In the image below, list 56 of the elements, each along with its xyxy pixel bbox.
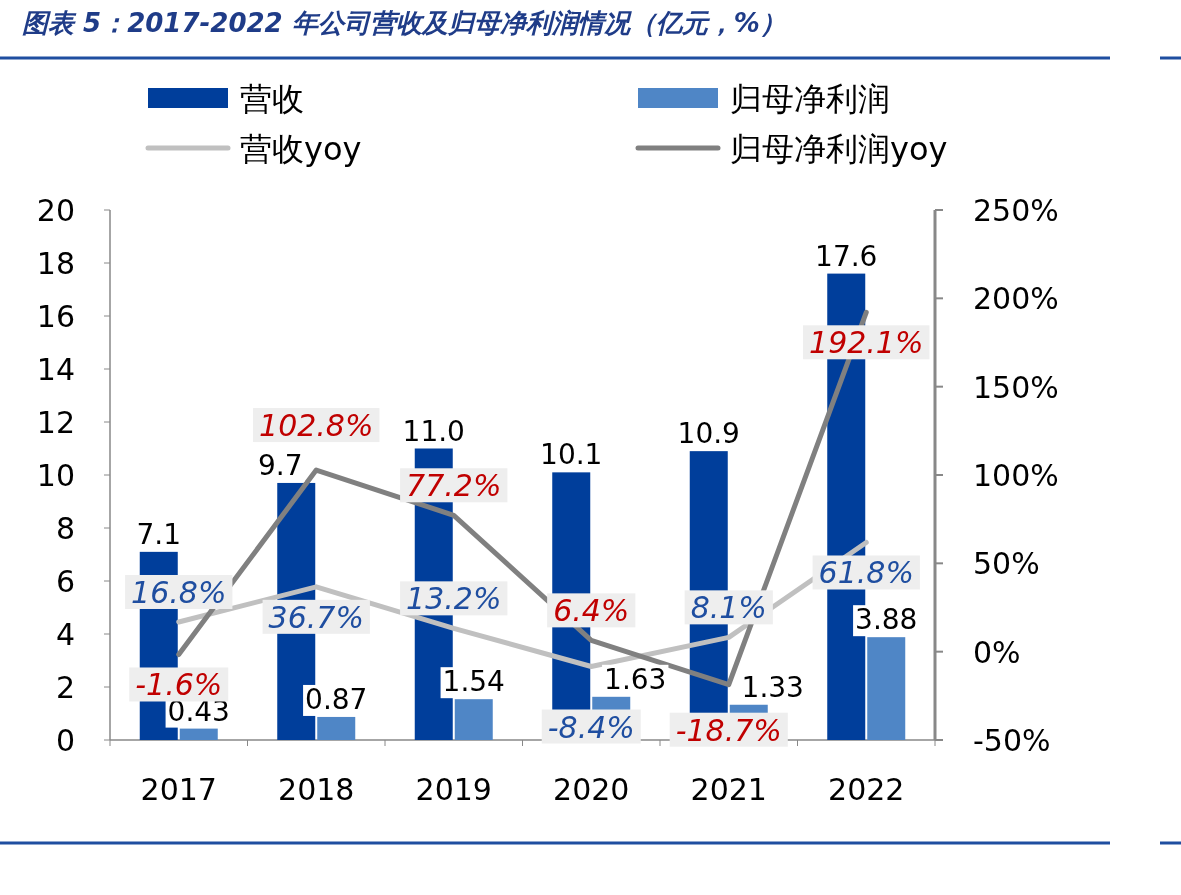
data-label: 1.54 <box>442 665 505 699</box>
y-tick-label: 12 <box>36 405 75 440</box>
y2-tick-label: 150% <box>973 369 1059 405</box>
x-tick-label: 2020 <box>553 772 630 807</box>
data-label: 7.1 <box>136 517 182 551</box>
y-tick-label: 20 <box>36 193 75 228</box>
data-label: 9.7 <box>257 448 303 482</box>
y2-tick-label: 250% <box>973 193 1059 228</box>
x-tick-label: 2019 <box>415 772 492 807</box>
y2-tick-label: 50% <box>973 546 1040 582</box>
y-tick-label: 4 <box>55 617 75 652</box>
chart-title: 图表 5：2017-2022 年公司营收及归母净利润情况（亿元，%） <box>22 8 786 38</box>
data-label: 6.4% <box>553 593 630 629</box>
data-label: 36.7% <box>268 599 364 635</box>
data-label: 77.2% <box>406 468 502 504</box>
data-label: 102.8% <box>259 408 374 444</box>
data-label: 11.0 <box>402 414 465 448</box>
data-label: 17.6 <box>815 239 878 273</box>
data-label: 16.8% <box>131 574 227 610</box>
data-label: 0.87 <box>305 682 368 716</box>
bar <box>179 728 218 740</box>
data-label: 61.8% <box>818 555 914 591</box>
legend-label: 营收yoy <box>240 130 362 168</box>
data-label: 10.1 <box>540 438 603 472</box>
bar <box>317 716 356 740</box>
legend-label: 归母净利润 <box>730 80 890 118</box>
data-label: -18.7% <box>675 712 782 748</box>
y2-tick-label: 0% <box>973 634 1021 670</box>
y-tick-label: 14 <box>36 352 75 387</box>
y-tick-label: 2 <box>55 670 75 705</box>
y-tick-label: 18 <box>36 246 75 281</box>
data-label: 0.43 <box>167 694 230 728</box>
x-tick-label: 2018 <box>278 772 355 807</box>
y-tick-label: 10 <box>36 458 75 493</box>
data-label: 1.63 <box>604 662 667 696</box>
y-tick-label: 0 <box>55 723 75 758</box>
data-label: 13.2% <box>406 581 502 617</box>
x-tick-label: 2021 <box>690 772 767 807</box>
x-tick-label: 2017 <box>140 772 217 807</box>
data-label: 8.1% <box>690 590 767 626</box>
legend-label: 归母净利润yoy <box>730 130 948 168</box>
legend-label: 营收 <box>240 80 304 118</box>
data-label: 192.1% <box>809 325 924 361</box>
y-tick-label: 6 <box>55 564 75 599</box>
bar <box>867 637 906 740</box>
bar <box>454 699 493 740</box>
data-label: 10.9 <box>677 417 740 451</box>
y2-tick-label: 100% <box>973 458 1059 493</box>
y2-tick-label: 200% <box>973 281 1059 317</box>
data-label: -8.4% <box>547 709 635 745</box>
y2-tick-label: -50% <box>973 723 1051 758</box>
data-label: 3.88 <box>855 603 918 637</box>
x-tick-label: 2022 <box>828 772 905 807</box>
y-tick-label: 8 <box>55 511 75 546</box>
data-label: 1.33 <box>741 670 804 704</box>
y-tick-label: 16 <box>36 299 75 334</box>
